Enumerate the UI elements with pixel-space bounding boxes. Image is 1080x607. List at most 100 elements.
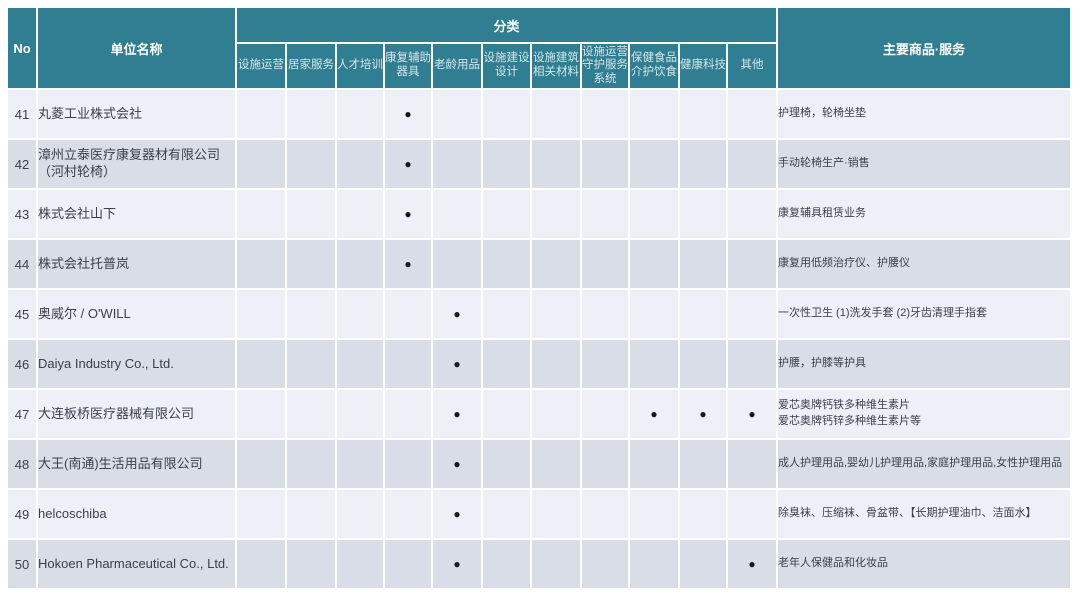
category-mark-cell [630, 240, 680, 290]
category-mark-cell [237, 490, 287, 540]
header-products: 主要商品·服务 [778, 8, 1072, 90]
dot-mark: ● [404, 157, 412, 171]
table-row: 45 奥威尔 / O'WILL ● 一次性卫生 (1)洗发手套 (2)牙齿清理手指… [8, 290, 1072, 340]
category-mark-cell [728, 290, 778, 340]
row-number: 43 [8, 190, 38, 240]
products-cell: 康复辅具租赁业务 [778, 190, 1072, 240]
header-category-other: 其他 [728, 44, 778, 90]
row-number: 49 [8, 490, 38, 540]
category-mark-cell [680, 190, 728, 240]
category-mark-cell [287, 390, 337, 440]
category-mark-cell [337, 140, 385, 190]
header-category-elderly-products: 老龄用品 [433, 44, 483, 90]
category-mark-cell [237, 340, 287, 390]
category-mark-cell [680, 490, 728, 540]
category-mark-cell [532, 140, 582, 190]
category-mark-cell: ● [433, 390, 483, 440]
category-mark-cell [483, 540, 532, 590]
category-mark-cell: ● [433, 290, 483, 340]
dot-mark: ● [453, 407, 461, 421]
category-mark-cell [728, 240, 778, 290]
category-mark-cell [385, 440, 433, 490]
row-number: 44 [8, 240, 38, 290]
header-category-facility-design: 设施建设设计 [483, 44, 532, 90]
dot-mark: ● [404, 107, 412, 121]
category-mark-cell [483, 90, 532, 140]
category-mark-cell: ● [728, 540, 778, 590]
header-category-monitoring-system: 设施运营守护服务系统 [582, 44, 630, 90]
company-name: 大连板桥医疗器械有限公司 [38, 390, 237, 440]
dot-mark: ● [453, 457, 461, 471]
company-name: 漳州立泰医疗康复器材有限公司（河村轮椅） [38, 140, 237, 190]
category-mark-cell [630, 290, 680, 340]
category-mark-cell [532, 90, 582, 140]
category-mark-cell [630, 540, 680, 590]
category-mark-cell [582, 240, 630, 290]
dot-mark: ● [453, 307, 461, 321]
category-mark-cell: ● [630, 390, 680, 440]
category-mark-cell [680, 290, 728, 340]
category-mark-cell [337, 190, 385, 240]
category-mark-cell [237, 90, 287, 140]
category-mark-cell [237, 140, 287, 190]
company-name: helcoschiba [38, 490, 237, 540]
header-category-building-materials: 设施建筑相关材料 [532, 44, 582, 90]
category-mark-cell [532, 490, 582, 540]
category-mark-cell [680, 340, 728, 390]
dot-mark: ● [404, 207, 412, 221]
category-mark-cell [483, 240, 532, 290]
category-mark-cell [287, 490, 337, 540]
category-mark-cell [337, 240, 385, 290]
category-mark-cell [237, 540, 287, 590]
header-category-rehab-aids: 康复辅助器具 [385, 44, 433, 90]
category-mark-cell [630, 140, 680, 190]
category-mark-cell [237, 290, 287, 340]
header-no: No [8, 8, 38, 90]
category-mark-cell: ● [433, 340, 483, 390]
header-unit-name: 单位名称 [38, 8, 237, 90]
category-mark-cell [483, 290, 532, 340]
category-mark-cell: ● [680, 390, 728, 440]
category-mark-cell [483, 340, 532, 390]
company-name: 株式会社山下 [38, 190, 237, 240]
category-mark-cell [532, 240, 582, 290]
category-mark-cell: ● [385, 190, 433, 240]
category-mark-cell: ● [433, 540, 483, 590]
category-mark-cell [287, 340, 337, 390]
category-mark-cell [630, 90, 680, 140]
table-row: 47 大连板桥医疗器械有限公司 ● ● ● ● 爱芯奥牌钙铁多种维生素片 爱芯奥牌钙锌多… [8, 390, 1072, 440]
table-row: 42 漳州立泰医疗康复器材有限公司（河村轮椅） ● 手动轮椅生产·销售 [8, 140, 1072, 190]
table-row: 50 Hokoen Pharmaceutical Co., Ltd. ● ● 老年人… [8, 540, 1072, 590]
category-mark-cell [287, 290, 337, 340]
dot-mark: ● [650, 407, 658, 421]
category-mark-cell: ● [385, 140, 433, 190]
header-category-group: 分类 [237, 8, 778, 44]
category-mark-cell [483, 190, 532, 240]
category-mark-cell [287, 90, 337, 140]
category-mark-cell [237, 240, 287, 290]
category-mark-cell [337, 90, 385, 140]
category-mark-cell [582, 390, 630, 440]
header-category-health-food: 保健食品介护饮食 [630, 44, 680, 90]
category-mark-cell [728, 440, 778, 490]
category-mark-cell [532, 190, 582, 240]
category-mark-cell [630, 440, 680, 490]
table-row: 41 丸菱工业株式会社 ● 护理椅，轮椅坐垫 [8, 90, 1072, 140]
category-mark-cell [483, 490, 532, 540]
category-mark-cell [630, 190, 680, 240]
header-category-talent-training: 人才培训 [337, 44, 385, 90]
category-mark-cell [385, 490, 433, 540]
header-category-facility-operation: 设施运营 [237, 44, 287, 90]
dot-mark: ● [699, 407, 707, 421]
dot-mark: ● [453, 357, 461, 371]
category-mark-cell [680, 440, 728, 490]
category-mark-cell [582, 140, 630, 190]
category-mark-cell: ● [728, 390, 778, 440]
company-name: 丸菱工业株式会社 [38, 90, 237, 140]
category-mark-cell [337, 440, 385, 490]
header-category-home-service: 居家服务 [287, 44, 337, 90]
table-row: 49 helcoschiba ● 除臭袜、压缩袜、骨盆带、【长期护理油巾、洁面水】 [8, 490, 1072, 540]
category-mark-cell [433, 90, 483, 140]
category-mark-cell [728, 490, 778, 540]
table-body: 41 丸菱工业株式会社 ● 护理椅，轮椅坐垫 42 漳州立泰医疗康复器材有限公司（… [8, 90, 1072, 590]
